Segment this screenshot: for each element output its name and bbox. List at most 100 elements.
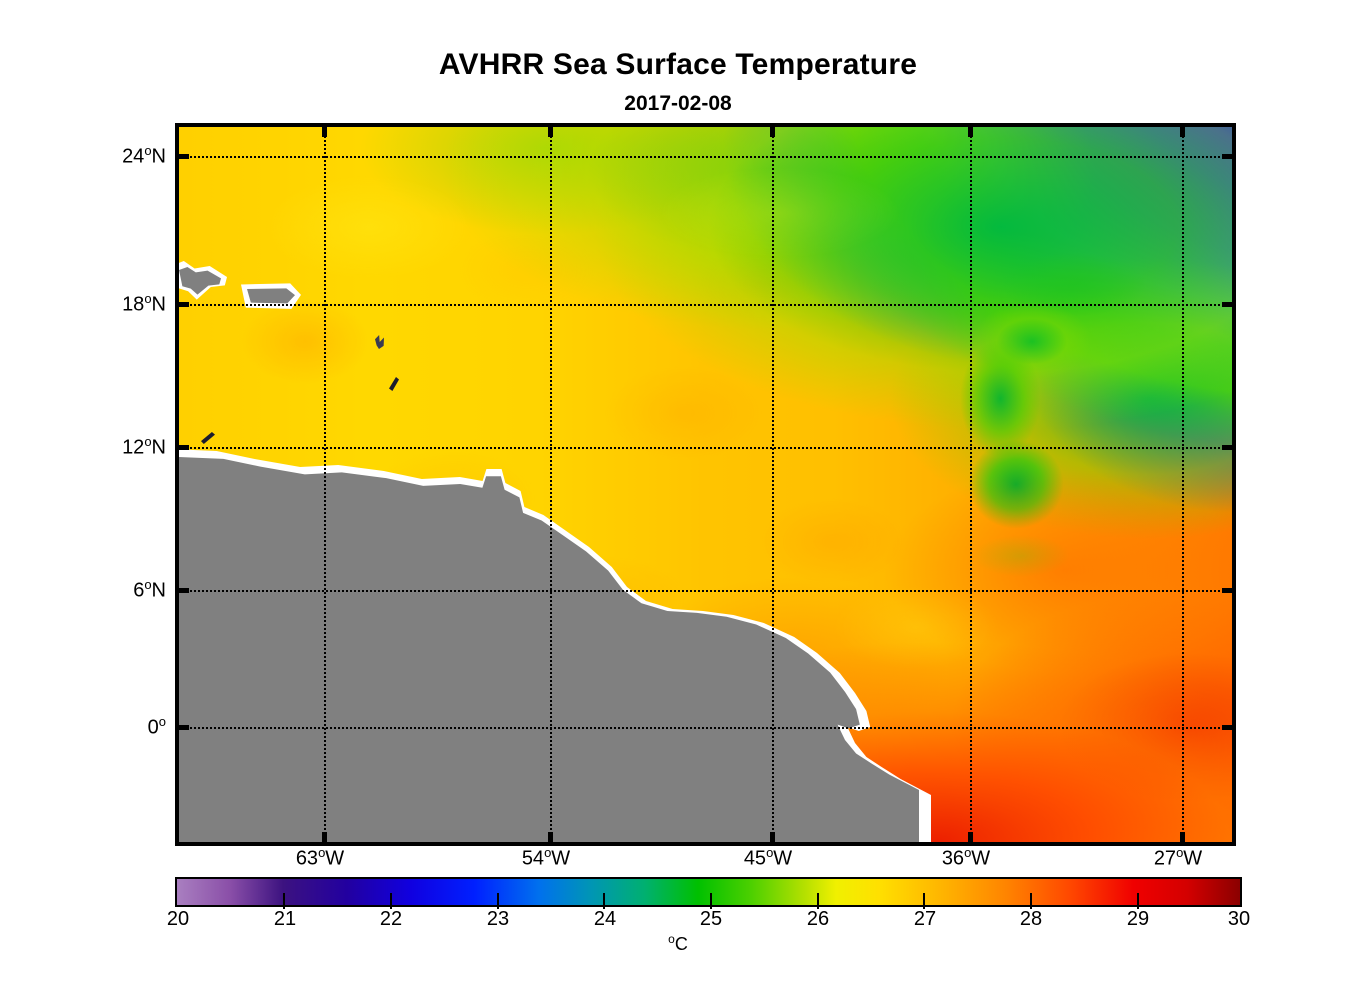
ytick-12n-right [1222, 445, 1232, 450]
ytick-label-18n-value: 18 [122, 293, 145, 316]
xtick-label-54w-value: 54 [521, 847, 545, 870]
xtick-45w-bottom [770, 832, 775, 842]
xtick-label-27w-value: 27 [1153, 847, 1177, 870]
ytick-label-24n: 24oN [16, 143, 166, 169]
xtick-label-63w: 63oW [296, 845, 344, 871]
ytick-label-18n-suffix: N [151, 293, 166, 316]
gridline-lon-27 [1182, 127, 1184, 842]
ytick-24n-right [1222, 154, 1232, 159]
gridline-lat-24 [179, 156, 1232, 158]
ytick-label-12n: 12oN [16, 434, 166, 460]
land-lesser-antilles-south [389, 377, 399, 391]
colorbar-label-29: 29 [1126, 908, 1150, 930]
degree-symbol: o [766, 845, 774, 860]
xtick-27w-bottom [1180, 832, 1185, 842]
ytick-label-6n: 6oN [16, 577, 166, 603]
ytick-12n-left [179, 445, 189, 450]
gridline-lon-45 [772, 127, 774, 842]
colorbar-gradient [177, 879, 1240, 905]
degree-symbol: o [668, 932, 675, 946]
xtick-label-36w-suffix: W [971, 847, 991, 870]
gridline-lat-18 [179, 304, 1232, 306]
degree-symbol: o [144, 291, 152, 306]
colorbar-label-26: 26 [806, 908, 830, 930]
colorbar-tick-24 [603, 893, 605, 909]
gridline-lat-6 [179, 590, 1232, 592]
ytick-label-24n-suffix: N [151, 145, 166, 168]
ytick-0-left [179, 725, 189, 730]
colorbar-label-22: 22 [379, 908, 403, 930]
xtick-label-63w-suffix: W [325, 847, 345, 870]
figure-title: AVHRR Sea Surface Temperature [438, 48, 918, 81]
ytick-24n-left [179, 154, 189, 159]
xtick-54w-bottom [548, 832, 553, 842]
degree-symbol: o [318, 845, 326, 860]
colorbar-label-28: 28 [1019, 908, 1043, 930]
colorbar-tick-28 [1030, 893, 1032, 909]
colorbar-tick-27 [923, 893, 925, 909]
xtick-63w-top [322, 127, 327, 137]
xtick-label-27w-suffix: W [1183, 847, 1203, 870]
ytick-label-0-value: 0 [147, 716, 159, 739]
colorbar-label-25: 25 [699, 908, 723, 930]
colorbar-label-20: 20 [166, 908, 190, 930]
ytick-6n-left [179, 588, 189, 593]
ytick-label-12n-value: 12 [122, 436, 145, 459]
degree-symbol: o [144, 577, 152, 592]
xtick-label-36w-value: 36 [941, 847, 965, 870]
figure-subtitle: 2017-02-08 [624, 92, 732, 115]
gridline-lon-36 [970, 127, 972, 842]
xtick-label-54w-suffix: W [551, 847, 571, 870]
ytick-label-12n-suffix: N [151, 436, 166, 459]
gridline-lon-63 [324, 127, 326, 842]
gridline-lat-12 [179, 447, 1232, 449]
colorbar-tick-21 [283, 893, 285, 909]
ytick-6n-right [1222, 588, 1232, 593]
xtick-36w-bottom [968, 832, 973, 842]
colorbar-label-23: 23 [486, 908, 510, 930]
xtick-label-45w: 45oW [744, 845, 792, 871]
colorbar-tick-25 [710, 893, 712, 909]
map-plot-area[interactable] [175, 123, 1236, 846]
ytick-18n-left [179, 302, 189, 307]
colorbar-tick-26 [817, 893, 819, 909]
xtick-27w-top [1180, 127, 1185, 137]
colorbar-tick-29 [1137, 893, 1139, 909]
xtick-label-45w-suffix: W [773, 847, 793, 870]
gridline-lat-0 [179, 727, 1232, 729]
ytick-label-6n-suffix: N [151, 579, 166, 602]
degree-symbol: o [544, 845, 552, 860]
colorbar-label-27: 27 [913, 908, 937, 930]
ytick-label-6n-value: 6 [133, 579, 145, 602]
xtick-45w-top [770, 127, 775, 137]
degree-symbol: o [144, 143, 152, 158]
xtick-36w-top [968, 127, 973, 137]
colorbar-units-text: C [674, 934, 688, 954]
xtick-label-54w: 54oW [522, 845, 570, 871]
xtick-label-36w: 36oW [942, 845, 990, 871]
xtick-label-63w-value: 63 [295, 847, 319, 870]
degree-symbol: o [144, 434, 152, 449]
xtick-63w-bottom [322, 832, 327, 842]
colorbar-tick-22 [390, 893, 392, 909]
colorbar[interactable] [175, 877, 1242, 909]
ytick-label-24n-value: 24 [122, 145, 145, 168]
xtick-label-27w: 27oW [1154, 845, 1202, 871]
degree-symbol: o [964, 845, 972, 860]
degree-symbol: o [1176, 845, 1184, 860]
colorbar-label-21: 21 [273, 908, 297, 930]
land-lesser-antilles-north [375, 335, 384, 349]
gridline-lon-54 [550, 127, 552, 842]
xtick-label-45w-value: 45 [743, 847, 767, 870]
colorbar-units-label: oC [0, 932, 1356, 955]
ytick-0-right [1222, 725, 1232, 730]
ytick-label-0: 0o [16, 714, 166, 740]
ytick-18n-right [1222, 302, 1232, 307]
sst-field [179, 127, 1232, 842]
land-puerto-rico [247, 288, 295, 304]
degree-symbol: o [158, 714, 166, 729]
ytick-label-18n: 18oN [16, 291, 166, 317]
colorbar-label-30: 30 [1227, 908, 1251, 930]
colorbar-label-24: 24 [593, 908, 617, 930]
